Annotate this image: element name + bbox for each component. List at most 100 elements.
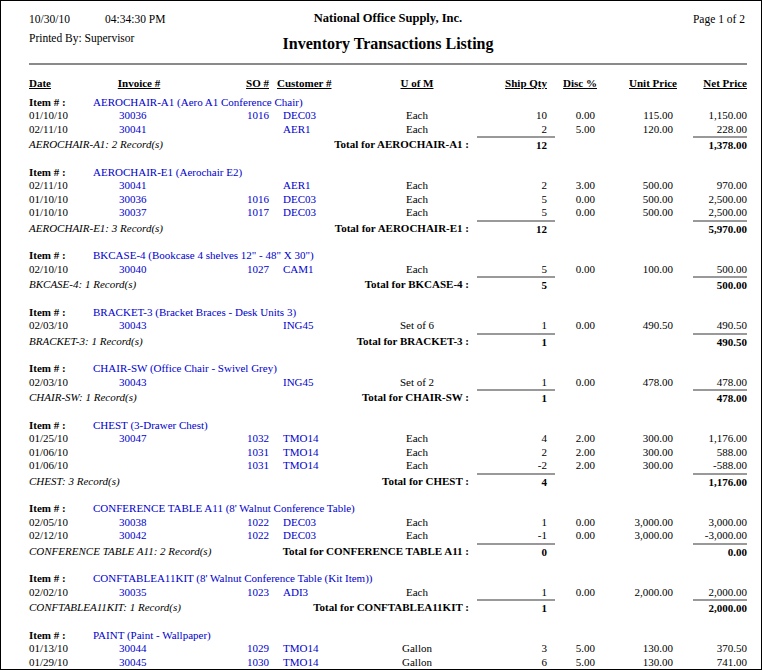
cell-customer-link[interactable]: TMO14 (269, 446, 357, 460)
header-divider (29, 63, 747, 65)
cell-customer-link[interactable]: CAM1 (269, 263, 357, 278)
cell-customer-link[interactable]: DEC03 (269, 109, 357, 123)
transaction-row: 01/25/10 30047 1032 TMO14 Each 4 2.00 30… (29, 432, 747, 446)
cell-customer-link[interactable]: DEC03 (269, 206, 357, 221)
cell-net-price: 2,500.00 (693, 206, 747, 221)
cell-uofm: Each (357, 529, 477, 544)
section-gap-row (29, 293, 747, 304)
cell-invoice-link[interactable]: 30038 (93, 516, 185, 530)
col-header-unit-price: Unit Price (607, 67, 693, 94)
item-header-row: Item # : CHEST (3-Drawer Chest) (29, 417, 747, 433)
cell-date: 02/03/10 (29, 319, 93, 334)
cell-invoice-link[interactable]: 30036 (93, 193, 185, 207)
empty-cell (607, 600, 693, 616)
cell-so-link[interactable]: 1031 (185, 446, 269, 460)
cell-so-link[interactable]: 1031 (185, 459, 269, 474)
item-name-link[interactable]: AEROCHAIR-A1 (Aero A1 Conference Chair) (93, 94, 747, 110)
cell-so-link[interactable]: 1016 (185, 109, 269, 123)
cell-customer-link[interactable]: DEC03 (269, 529, 357, 544)
section-total-qty: 4 (477, 474, 555, 490)
cell-disc-percent: 0.00 (555, 109, 607, 123)
cell-so-link[interactable] (185, 376, 269, 391)
section-total-row: CHEST: 3 Record(s) Total for CHEST : 4 1… (29, 474, 747, 490)
record-count-note: AEROCHAIR-A1: 2 Record(s) (29, 137, 269, 153)
record-count-note: BKCASE-4: 1 Record(s) (29, 277, 269, 293)
cell-customer-link[interactable]: DEC03 (269, 516, 357, 530)
cell-invoice-link[interactable] (93, 446, 185, 460)
cell-invoice-link[interactable]: 30036 (93, 109, 185, 123)
cell-invoice-link[interactable]: 30043 (93, 319, 185, 334)
item-header-row: Item # : CONFERENCE TABLE A11 (8' Walnut… (29, 500, 747, 516)
cell-so-link[interactable]: 1030 (185, 656, 269, 670)
cell-date: 01/29/10 (29, 656, 93, 670)
cell-customer-link[interactable]: AER1 (269, 179, 357, 193)
cell-unit-price: 120.00 (607, 123, 693, 138)
item-number-label: Item # : (29, 304, 93, 320)
col-header-date: Date (29, 67, 93, 94)
transaction-row: 01/10/10 30037 1017 DEC03 Each 5 0.00 50… (29, 206, 747, 221)
cell-invoice-link[interactable]: 30041 (93, 123, 185, 138)
cell-invoice-link[interactable]: 30043 (93, 376, 185, 391)
transaction-row: 02/05/10 30038 1022 DEC03 Each 1 0.00 3,… (29, 516, 747, 530)
cell-so-link[interactable] (185, 179, 269, 193)
cell-uofm: Each (357, 109, 477, 123)
cell-so-link[interactable] (185, 123, 269, 138)
cell-invoice-link[interactable]: 30047 (93, 432, 185, 446)
cell-so-link[interactable]: 1016 (185, 193, 269, 207)
cell-so-link[interactable]: 1022 (185, 516, 269, 530)
item-name-link[interactable]: AEROCHAIR-E1 (Aerochair E2) (93, 164, 747, 180)
cell-disc-percent: 0.00 (555, 206, 607, 221)
item-header-row: Item # : PAINT (Paint - Wallpaper) (29, 627, 747, 643)
cell-invoice-link[interactable]: 30037 (93, 206, 185, 221)
cell-customer-link[interactable]: AER1 (269, 123, 357, 138)
cell-so-link[interactable]: 1017 (185, 206, 269, 221)
cell-invoice-link[interactable] (93, 459, 185, 474)
cell-so-link[interactable]: 1022 (185, 529, 269, 544)
cell-so-link[interactable] (185, 319, 269, 334)
cell-customer-link[interactable]: ING45 (269, 319, 357, 334)
item-name-link[interactable]: CHAIR-SW (Office Chair - Swivel Grey) (93, 360, 747, 376)
cell-net-price: 970.00 (693, 179, 747, 193)
cell-customer-link[interactable]: TMO14 (269, 432, 357, 446)
cell-uofm: Each (357, 263, 477, 278)
cell-invoice-link[interactable]: 30045 (93, 656, 185, 670)
cell-so-link[interactable]: 1023 (185, 586, 269, 601)
item-name-link[interactable]: PAINT (Paint - Wallpaper) (93, 627, 747, 643)
cell-ship-qty: 1 (477, 319, 555, 334)
section-total-qty: 1 (477, 600, 555, 616)
item-header-row: Item # : AEROCHAIR-E1 (Aerochair E2) (29, 164, 747, 180)
cell-invoice-link[interactable]: 30035 (93, 586, 185, 601)
section-total-label: Total for CONFERENCE TABLE A11 : (269, 544, 477, 560)
cell-unit-price: 300.00 (607, 432, 693, 446)
section-gap-row (29, 616, 747, 627)
cell-customer-link[interactable]: ADI3 (269, 586, 357, 601)
cell-ship-qty: -2 (477, 459, 555, 474)
section-total-qty: 1 (477, 334, 555, 350)
cell-customer-link[interactable]: TMO14 (269, 642, 357, 656)
cell-invoice-link[interactable]: 30040 (93, 263, 185, 278)
report-page: 10/30/10 04:34:30 PM National Office Sup… (0, 0, 762, 670)
item-name-link[interactable]: BKCASE-4 (Bookcase 4 shelves 12" - 48" X… (93, 247, 747, 263)
item-header-row: Item # : AEROCHAIR-A1 (Aero A1 Conferenc… (29, 94, 747, 110)
cell-invoice-link[interactable]: 30042 (93, 529, 185, 544)
item-name-link[interactable]: BRACKET-3 (Bracket Braces - Desk Units 3… (93, 304, 747, 320)
cell-so-link[interactable]: 1029 (185, 642, 269, 656)
item-name-link[interactable]: CONFTABLEA11KIT (8' Walnut Conference Ta… (93, 570, 747, 586)
cell-net-price: 1,176.00 (693, 432, 747, 446)
cell-invoice-link[interactable]: 30044 (93, 642, 185, 656)
transaction-row: 01/29/10 30045 1030 TMO14 Gallon 6 5.00 … (29, 656, 747, 670)
cell-date: 02/10/10 (29, 263, 93, 278)
cell-customer-link[interactable]: TMO14 (269, 656, 357, 670)
item-name-link[interactable]: CHEST (3-Drawer Chest) (93, 417, 747, 433)
cell-so-link[interactable]: 1027 (185, 263, 269, 278)
cell-customer-link[interactable]: TMO14 (269, 459, 357, 474)
item-number-label: Item # : (29, 500, 93, 516)
item-name-link[interactable]: CONFERENCE TABLE A11 (8' Walnut Conferen… (93, 500, 747, 516)
cell-uofm: Each (357, 206, 477, 221)
cell-customer-link[interactable]: ING45 (269, 376, 357, 391)
cell-customer-link[interactable]: DEC03 (269, 193, 357, 207)
cell-so-link[interactable]: 1032 (185, 432, 269, 446)
cell-unit-price: 490.50 (607, 319, 693, 334)
cell-invoice-link[interactable]: 30041 (93, 179, 185, 193)
section-total-qty: 1 (477, 390, 555, 406)
